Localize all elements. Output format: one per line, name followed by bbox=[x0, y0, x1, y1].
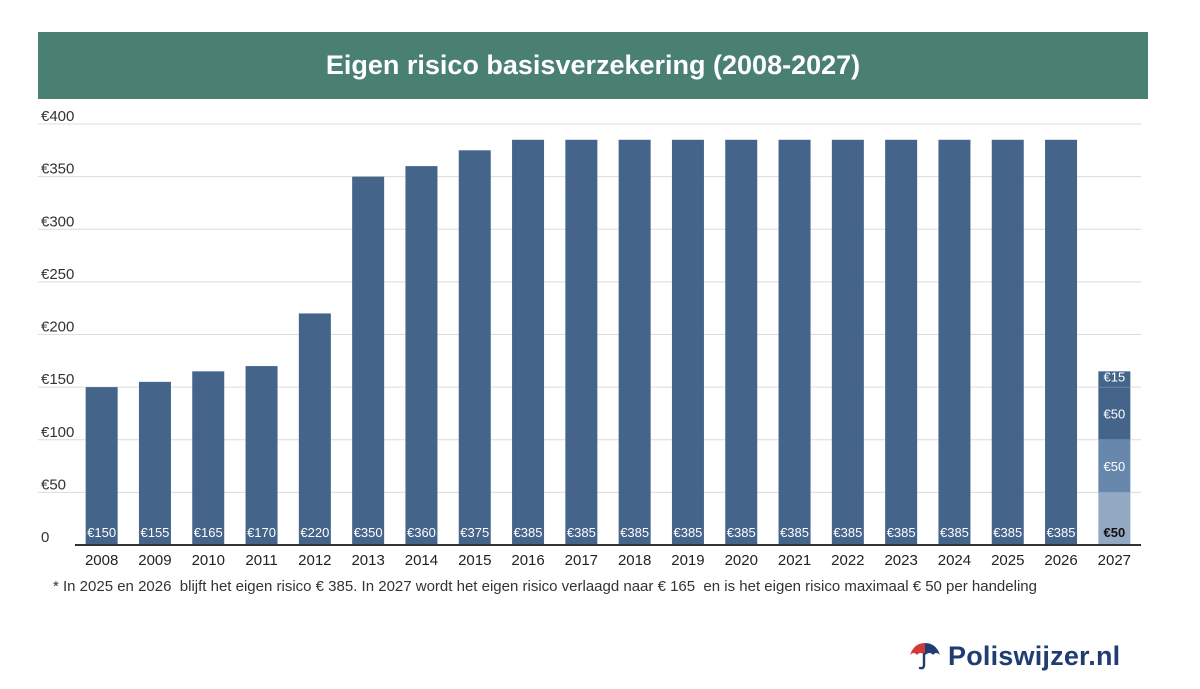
bar bbox=[298, 313, 331, 545]
bar bbox=[991, 139, 1024, 545]
bar bbox=[565, 139, 598, 545]
data-label: €385 bbox=[727, 525, 756, 540]
data-label: €385 bbox=[673, 525, 702, 540]
data-label: €350 bbox=[354, 525, 383, 540]
y-tick-label: €350 bbox=[41, 161, 74, 178]
bar bbox=[458, 150, 491, 545]
y-tick-label: €200 bbox=[41, 319, 74, 336]
y-tick-label: €100 bbox=[41, 424, 74, 441]
x-tick-label: 2008 bbox=[85, 552, 118, 569]
y-tick-label: €50 bbox=[41, 476, 66, 493]
data-label: €220 bbox=[300, 525, 329, 540]
stacked-segment bbox=[1098, 439, 1131, 493]
x-tick-label: 2020 bbox=[725, 552, 758, 569]
bar bbox=[405, 166, 438, 545]
chart-title: Eigen risico basisverzekering (2008-2027… bbox=[325, 50, 861, 80]
x-tick-label: 2010 bbox=[192, 552, 225, 569]
data-label: €165 bbox=[194, 525, 223, 540]
data-label: €385 bbox=[993, 525, 1022, 540]
x-tick-label: 2023 bbox=[884, 552, 917, 569]
x-tick-label: 2015 bbox=[458, 552, 491, 569]
y-tick-label: €400 bbox=[41, 108, 74, 125]
footnote: * In 2025 en 2026 blijft het eigen risic… bbox=[53, 578, 1037, 595]
chart-title-bar: Eigen risico basisverzekering (2008-2027… bbox=[38, 32, 1148, 99]
bar bbox=[85, 387, 118, 545]
x-tick-label: 2012 bbox=[298, 552, 331, 569]
bar bbox=[831, 139, 864, 545]
logo-text: Poliswijzer.nl bbox=[948, 640, 1121, 671]
x-tick-label: 2014 bbox=[405, 552, 438, 569]
x-tick-label: 2026 bbox=[1044, 552, 1077, 569]
data-label: €385 bbox=[514, 525, 543, 540]
bar bbox=[352, 176, 385, 545]
bar bbox=[778, 139, 811, 545]
x-tick-label: 2016 bbox=[511, 552, 544, 569]
data-label: €385 bbox=[620, 525, 649, 540]
data-label: €385 bbox=[940, 525, 969, 540]
x-tick-label: 2019 bbox=[671, 552, 704, 569]
data-label: €385 bbox=[780, 525, 809, 540]
bar bbox=[725, 139, 758, 545]
bar bbox=[671, 139, 704, 545]
stacked-segment bbox=[1098, 492, 1131, 545]
data-label: €360 bbox=[407, 525, 436, 540]
data-label: €385 bbox=[833, 525, 862, 540]
x-tick-label: 2017 bbox=[565, 552, 598, 569]
logo: Poliswijzer.nl bbox=[908, 638, 1120, 674]
x-tick-label: 2024 bbox=[938, 552, 971, 569]
x-tick-label: 2009 bbox=[138, 552, 171, 569]
x-tick-label: 2011 bbox=[245, 552, 277, 569]
data-label: €50 bbox=[1103, 459, 1125, 474]
data-label: €385 bbox=[1047, 525, 1076, 540]
y-tick-label: €300 bbox=[41, 213, 74, 230]
data-label: €50 bbox=[1103, 406, 1125, 421]
bar bbox=[1045, 139, 1078, 545]
x-tick-label: 2013 bbox=[351, 552, 384, 569]
bar bbox=[938, 139, 971, 545]
bar bbox=[192, 371, 225, 545]
x-tick-label: 2027 bbox=[1098, 552, 1131, 569]
stacked-segment bbox=[1098, 387, 1131, 440]
bar bbox=[885, 139, 918, 545]
data-label: €170 bbox=[247, 525, 276, 540]
y-tick-label: €150 bbox=[41, 371, 74, 388]
x-tick-label: 2025 bbox=[991, 552, 1024, 569]
data-label: €375 bbox=[460, 525, 489, 540]
data-label: €50 bbox=[1103, 525, 1125, 540]
data-label: €15 bbox=[1103, 369, 1125, 384]
y-tick-label: €250 bbox=[41, 266, 74, 283]
umbrella-icon bbox=[910, 643, 940, 670]
x-tick-label: 2018 bbox=[618, 552, 651, 569]
y-tick-label: 0 bbox=[41, 529, 49, 546]
data-label: €150 bbox=[87, 525, 116, 540]
data-label: €155 bbox=[140, 525, 169, 540]
bar bbox=[618, 139, 651, 545]
x-tick-label: 2021 bbox=[778, 552, 811, 569]
data-label: €385 bbox=[567, 525, 596, 540]
bar bbox=[512, 139, 545, 545]
bar bbox=[138, 381, 171, 545]
stacked-segment bbox=[1098, 371, 1131, 388]
data-label: €385 bbox=[887, 525, 916, 540]
x-tick-label: 2022 bbox=[831, 552, 864, 569]
bar bbox=[245, 366, 278, 545]
